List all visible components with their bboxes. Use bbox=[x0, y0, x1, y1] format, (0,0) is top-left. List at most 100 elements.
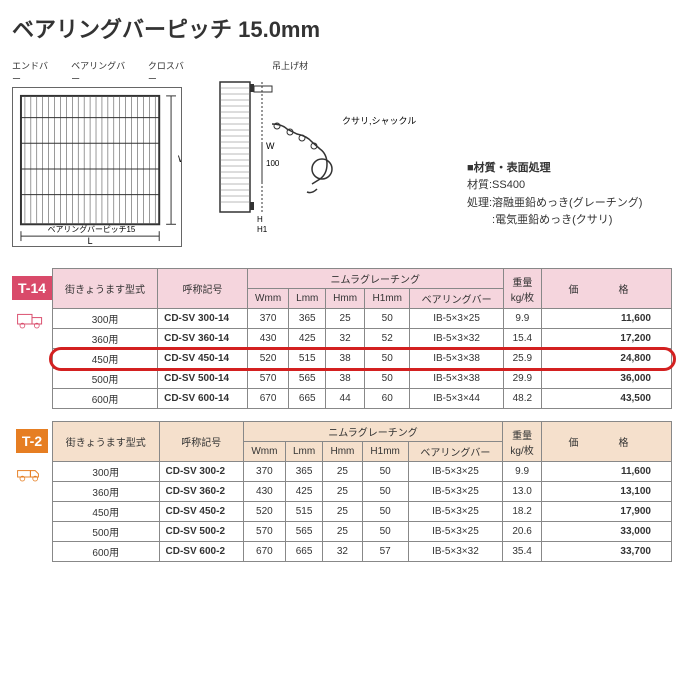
cell-h1: 50 bbox=[362, 482, 408, 502]
cell-h1: 50 bbox=[362, 462, 408, 482]
cell-bearing: IB-5×3×32 bbox=[408, 542, 503, 562]
cell-wt: 25.9 bbox=[503, 349, 541, 369]
cell-w: 370 bbox=[247, 309, 288, 329]
th-w: Wmm bbox=[247, 289, 288, 309]
cell-bearing: IB-5×3×32 bbox=[410, 329, 503, 349]
material-header: ■材質・表面処理 bbox=[467, 160, 642, 178]
cell-wt: 18.2 bbox=[503, 502, 542, 522]
table-row: 450用CD-SV 450-145205153850IB-5×3×3825.92… bbox=[53, 349, 672, 369]
cell-l: 665 bbox=[289, 389, 326, 409]
truck-icon bbox=[16, 306, 48, 334]
svg-text:W: W bbox=[178, 154, 182, 164]
cell-h: 25 bbox=[323, 462, 362, 482]
cell-w: 520 bbox=[247, 349, 288, 369]
th-h1: H1mm bbox=[365, 289, 410, 309]
label-bearing: ベアリングバー bbox=[71, 59, 133, 85]
cell-code: CD-SV 300-2 bbox=[159, 462, 243, 482]
cell-bearing: IB-5×3×38 bbox=[410, 349, 503, 369]
cell-model: 500用 bbox=[53, 522, 160, 542]
cell-w: 670 bbox=[243, 542, 285, 562]
cell-price: 43,500 bbox=[542, 389, 672, 409]
cell-l: 565 bbox=[289, 369, 326, 389]
cell-h: 32 bbox=[326, 329, 365, 349]
cell-h: 25 bbox=[326, 309, 365, 329]
th-h: Hmm bbox=[326, 289, 365, 309]
cell-price: 17,900 bbox=[542, 502, 672, 522]
cell-l: 515 bbox=[289, 349, 326, 369]
cell-l: 365 bbox=[289, 309, 326, 329]
th-weight: 重量 kg/枚 bbox=[503, 422, 542, 462]
svg-text:H: H bbox=[257, 215, 263, 224]
cell-w: 370 bbox=[243, 462, 285, 482]
cell-w: 570 bbox=[243, 522, 285, 542]
cell-w: 670 bbox=[247, 389, 288, 409]
cell-price: 33,000 bbox=[542, 522, 672, 542]
cell-h1: 50 bbox=[365, 309, 410, 329]
th-price: 価 格 bbox=[542, 422, 672, 462]
cell-model: 450用 bbox=[53, 502, 160, 522]
table-row: 600用CD-SV 600-26706653257IB-5×3×3235.433… bbox=[53, 542, 672, 562]
cell-price: 33,700 bbox=[542, 542, 672, 562]
cell-h: 38 bbox=[326, 369, 365, 389]
cell-l: 515 bbox=[285, 502, 322, 522]
cell-model: 360用 bbox=[53, 329, 158, 349]
table-row: 500用CD-SV 500-25705652550IB-5×3×2520.633… bbox=[53, 522, 672, 542]
cell-bearing: IB-5×3×38 bbox=[410, 369, 503, 389]
cell-price: 17,200 bbox=[542, 329, 672, 349]
svg-text:L: L bbox=[88, 236, 93, 246]
cell-l: 665 bbox=[285, 542, 322, 562]
tab-t2: T-2 bbox=[16, 429, 48, 453]
table-t14: 街きょうます型式 呼称記号 ニムラグレーチング 重量 kg/枚 価 格 Wmm … bbox=[52, 268, 672, 409]
cell-h: 25 bbox=[323, 502, 362, 522]
label-lift: 吊上げ材 bbox=[272, 59, 308, 72]
th-bearing: ベアリングバー bbox=[410, 289, 503, 309]
table-row: 450用CD-SV 450-25205152550IB-5×3×2518.217… bbox=[53, 502, 672, 522]
cell-h: 32 bbox=[323, 542, 362, 562]
cell-model: 300用 bbox=[53, 462, 160, 482]
th-h1: H1mm bbox=[362, 442, 408, 462]
cell-code: CD-SV 360-14 bbox=[158, 329, 248, 349]
diagram-section: エンドバー ベアリングバー クロスバー L ベアリングバーピッチ15 W 吊上げ… bbox=[12, 59, 673, 250]
label-endbar: エンドバー bbox=[12, 59, 56, 85]
table-row: 300用CD-SV 300-23703652550IB-5×3×259.911,… bbox=[53, 462, 672, 482]
cell-price: 24,800 bbox=[542, 349, 672, 369]
cell-bearing: IB-5×3×44 bbox=[410, 389, 503, 409]
cell-model: 360用 bbox=[53, 482, 160, 502]
cell-h1: 50 bbox=[362, 522, 408, 542]
cell-wt: 13.0 bbox=[503, 482, 542, 502]
cell-wt: 48.2 bbox=[503, 389, 541, 409]
chain-label: クサリ,シャックル bbox=[342, 116, 416, 126]
cell-code: CD-SV 500-14 bbox=[158, 369, 248, 389]
table-block-t2: T-2 街きょうます型式 呼称記号 ニムラグレーチング 重量 kg/枚 価 格 … bbox=[12, 421, 673, 562]
table-t2: 街きょうます型式 呼称記号 ニムラグレーチング 重量 kg/枚 価 格 Wmm … bbox=[52, 421, 672, 562]
pitch-label: ベアリングバーピッチ15 bbox=[48, 224, 136, 234]
svg-text:100: 100 bbox=[266, 159, 280, 168]
table-row: 360用CD-SV 360-144304253252IB-5×3×3215.41… bbox=[53, 329, 672, 349]
th-h: Hmm bbox=[323, 442, 362, 462]
cell-code: CD-SV 300-14 bbox=[158, 309, 248, 329]
th-group: ニムラグレーチング bbox=[243, 422, 502, 442]
cell-model: 600用 bbox=[53, 542, 160, 562]
cell-h: 25 bbox=[323, 482, 362, 502]
table-row: 500用CD-SV 500-145705653850IB-5×3×3829.93… bbox=[53, 369, 672, 389]
cell-code: CD-SV 600-2 bbox=[159, 542, 243, 562]
cell-wt: 29.9 bbox=[503, 369, 541, 389]
th-code: 呼称記号 bbox=[158, 269, 248, 309]
svg-text:H1: H1 bbox=[257, 225, 268, 234]
cell-bearing: IB-5×3×25 bbox=[408, 522, 503, 542]
cell-bearing: IB-5×3×25 bbox=[408, 482, 503, 502]
cell-code: CD-SV 450-2 bbox=[159, 502, 243, 522]
cell-h1: 50 bbox=[362, 502, 408, 522]
cell-price: 13,100 bbox=[542, 482, 672, 502]
cell-price: 36,000 bbox=[542, 369, 672, 389]
cell-code: CD-SV 450-14 bbox=[158, 349, 248, 369]
cell-price: 11,600 bbox=[542, 462, 672, 482]
material-info: ■材質・表面処理 材質:SS400 処理:溶融亜鉛めっき(グレーチング) :電気… bbox=[467, 160, 642, 250]
cell-bearing: IB-5×3×25 bbox=[410, 309, 503, 329]
grating-top-view-icon: L ベアリングバーピッチ15 W bbox=[12, 87, 182, 247]
th-l: Lmm bbox=[285, 442, 322, 462]
material-line1: 材質:SS400 bbox=[467, 177, 642, 195]
table-row: 360用CD-SV 360-24304252550IB-5×3×2513.013… bbox=[53, 482, 672, 502]
material-line3: :電気亜鉛めっき(クサリ) bbox=[467, 212, 642, 230]
cell-wt: 9.9 bbox=[503, 462, 542, 482]
